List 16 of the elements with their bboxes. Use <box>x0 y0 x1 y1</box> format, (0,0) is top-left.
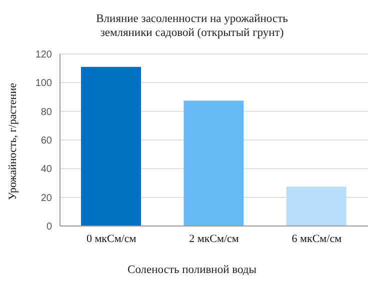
y-tick-label: 20 <box>40 192 52 204</box>
x-tick-label: 0 мкСм/см <box>86 232 136 245</box>
x-tick-label: 2 мкСм/см <box>189 232 239 245</box>
bar <box>81 66 141 226</box>
y-tick-label: 100 <box>35 78 52 90</box>
bar <box>286 186 346 226</box>
y-tick-label: 40 <box>40 164 52 176</box>
y-axis-title: Урожайность, г/растение <box>6 82 19 200</box>
y-tick-label: 60 <box>40 136 52 147</box>
y-tick-label: 120 <box>35 50 52 61</box>
y-tick-label: 0 <box>46 222 52 233</box>
x-tick-label: 6 мкСм/см <box>292 232 342 245</box>
x-axis-title: Соленость поливной воды <box>126 264 258 276</box>
bar <box>184 100 244 226</box>
y-tick-label: 80 <box>40 106 52 118</box>
chart-title: Влияние засоленности на урожайность земляники садовой (открытый грунт) <box>95 12 289 40</box>
